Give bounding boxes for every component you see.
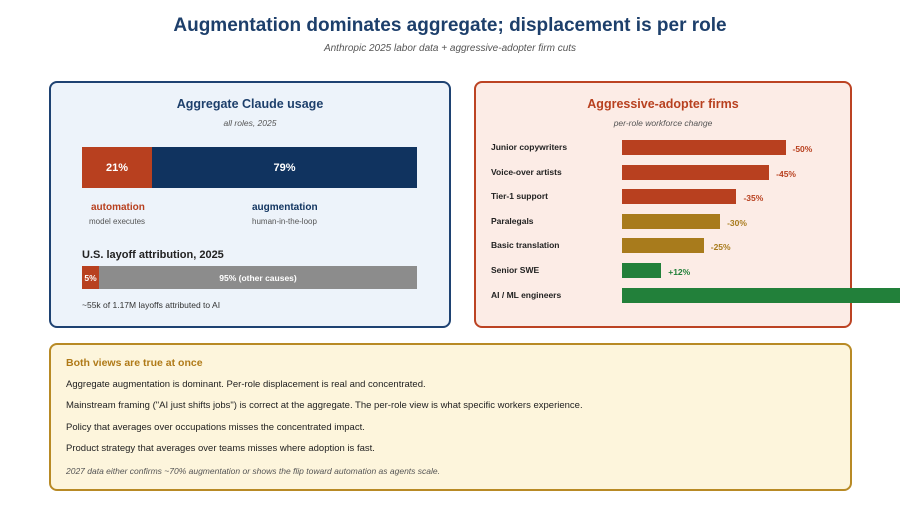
both-views-line: Aggregate augmentation is dominant. Per-… bbox=[66, 379, 426, 390]
role-value-label: -45% bbox=[776, 168, 796, 179]
both-views-line: Policy that averages over occupations mi… bbox=[66, 422, 365, 433]
augmentation-label: augmentation bbox=[252, 202, 318, 213]
role-bar bbox=[622, 238, 704, 254]
aggregate-usage-subtitle: all roles, 2025 bbox=[223, 118, 277, 128]
role-label: Voice-over artists bbox=[491, 166, 562, 177]
role-label: AI / ML engineers bbox=[491, 289, 562, 300]
both-views-note: 2027 data either confirms ~70% augmentat… bbox=[66, 466, 440, 476]
adopter-firms-panel bbox=[474, 81, 852, 328]
role-bar bbox=[622, 213, 721, 229]
role-label: Tier-1 support bbox=[491, 191, 548, 202]
adopter-firms-subtitle: per-role workforce change bbox=[613, 118, 713, 128]
role-label: Paralegals bbox=[491, 215, 534, 226]
role-bar bbox=[622, 263, 662, 278]
layoff-bar: 5% 95% (other causes) bbox=[82, 266, 417, 289]
layoff-title: U.S. layoff attribution, 2025 bbox=[82, 249, 224, 261]
role-label: Junior copywriters bbox=[491, 142, 568, 152]
automation-sublabel: model executes bbox=[89, 217, 146, 226]
role-label: Senior SWE bbox=[491, 265, 540, 275]
layoff-ai-segment: 5% bbox=[82, 266, 99, 289]
automation-label: automation bbox=[91, 202, 145, 213]
role-value-label: -50% bbox=[792, 144, 813, 154]
aggregate-usage-title: Aggregate Claude usage bbox=[176, 97, 324, 111]
adopter-firms-title: Aggressive-adopter firms bbox=[587, 97, 739, 111]
both-views-panel bbox=[49, 343, 852, 491]
role-label: Basic translation bbox=[491, 240, 560, 251]
automation-segment: 21% bbox=[82, 147, 152, 188]
role-value-label: +12% bbox=[668, 267, 691, 277]
augmentation-segment: 79% bbox=[152, 147, 417, 188]
both-views-title: Both views are true at once bbox=[66, 357, 203, 369]
role-bar bbox=[622, 164, 770, 180]
role-value-label: -35% bbox=[743, 193, 764, 204]
augmentation-sublabel: human-in-the-loop bbox=[252, 217, 317, 226]
page-title: Augmentation dominates aggregate; displa… bbox=[173, 15, 727, 36]
role-bar bbox=[622, 287, 900, 303]
role-value-label: -30% bbox=[727, 217, 747, 228]
layoff-other-segment: 95% (other causes) bbox=[99, 266, 417, 289]
both-views-line: Product strategy that averages over team… bbox=[66, 443, 375, 454]
role-bar bbox=[622, 140, 786, 155]
role-bar bbox=[622, 189, 737, 205]
both-views-line: Mainstream framing ("AI just shifts jobs… bbox=[66, 400, 583, 411]
usage-split-bar: 21% 79% bbox=[82, 147, 417, 188]
page-subtitle: Anthropic 2025 labor data + aggressive-a… bbox=[323, 43, 577, 54]
layoff-note: ~55k of 1.17M layoffs attributed to AI bbox=[82, 300, 221, 310]
role-value-label: -25% bbox=[710, 242, 731, 253]
